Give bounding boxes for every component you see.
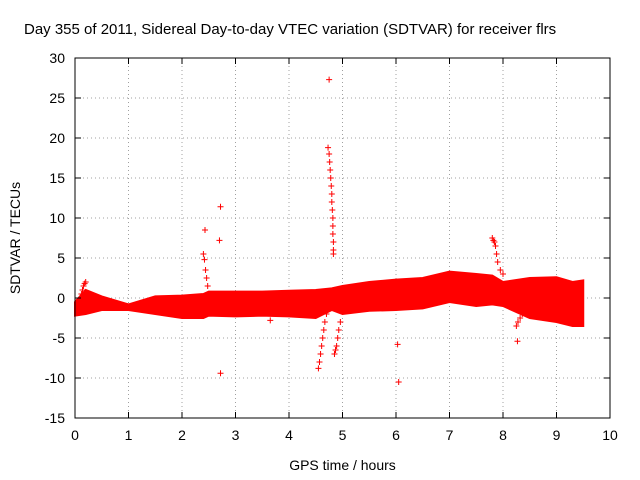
data-point [491,239,498,245]
data-point [394,341,401,348]
axis-ticks: 0 1 2 3 4 5 6 7 8 9 10 -15 -10 -5 0 5 10 15 20 25 30 [45,50,618,443]
y-tick-label: 30 [49,50,65,66]
x-tick-label: 1 [125,427,133,443]
data-point [330,239,337,245]
data-point [316,359,323,365]
data-point [517,315,524,321]
y-tick-label: 10 [49,210,65,226]
data-point [321,319,328,325]
data-point [319,335,326,341]
x-tick-label: 0 [71,427,79,443]
data-point [395,379,402,385]
data-point [329,215,336,221]
grid [75,58,610,418]
x-tick-label: 2 [178,427,186,443]
data-point [217,203,224,210]
data-point [200,251,207,257]
data-point [519,311,526,317]
data-point [329,231,336,237]
y-tick-label: -10 [45,370,65,386]
x-tick-label: 3 [232,427,240,443]
data-point [497,267,504,273]
data-point [320,327,327,333]
x-tick-label: 6 [392,427,400,443]
y-tick-label: 20 [49,130,65,146]
data-point [328,191,335,197]
data-point [201,256,208,263]
data-point [328,199,335,205]
chart-title: Day 355 of 2011, Sidereal Day-to-day VTE… [24,21,556,38]
y-tick-label: -5 [53,330,66,346]
data-point [326,151,333,157]
data-point [513,323,520,329]
data-point [267,317,274,324]
x-tick-label: 10 [602,427,618,443]
data-point [315,365,322,372]
x-tick-label: 4 [285,427,293,443]
data-point [202,267,209,273]
data-point [521,307,528,313]
data-band-area [74,270,585,327]
data-point [203,275,210,281]
data-point [323,311,330,317]
data-point [327,167,334,173]
x-tick-label: 9 [553,427,561,443]
data-point [205,291,212,297]
data-point [202,227,209,233]
data-point [318,343,325,349]
data-point [334,335,341,341]
y-tick-label: 15 [49,170,65,186]
data-point [329,207,336,213]
data-point [514,338,521,345]
data-points [78,76,528,385]
data-point [514,319,521,325]
data-point [325,144,332,151]
x-axis-label: GPS time / hours [289,457,396,473]
data-point [337,319,344,325]
data-point [335,327,342,333]
data-point [326,159,333,165]
data-point [82,279,89,285]
data-point [204,283,211,289]
y-tick-label: 5 [57,250,65,266]
data-point [206,299,213,305]
y-tick-label: -15 [45,410,65,426]
data-point [216,237,223,244]
y-tick-label: 25 [49,90,65,106]
x-tick-label: 8 [499,427,507,443]
x-tick-label: 5 [339,427,347,443]
data-point [333,343,340,349]
data-band [74,270,585,327]
y-axis-label: SDTVAR / TECUs [7,182,23,294]
y-tick-label: 0 [57,290,65,306]
data-point [317,351,324,357]
x-tick-label: 7 [446,427,454,443]
data-point [326,76,333,83]
data-point [500,271,506,277]
data-point [217,370,224,377]
data-point [331,351,338,357]
data-point [79,287,86,293]
data-point [328,183,335,189]
data-point [329,223,336,229]
data-point [494,259,501,265]
data-point [492,243,499,249]
data-point [78,291,85,297]
data-point [493,251,500,257]
data-point [332,347,339,353]
data-point [327,175,334,181]
data-point [330,251,337,257]
